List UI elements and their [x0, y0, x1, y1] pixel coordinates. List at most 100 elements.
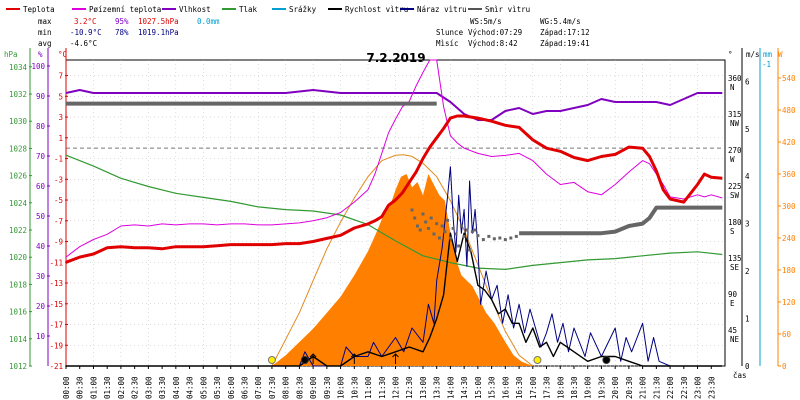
x-tick-label: 08:00: [282, 376, 291, 399]
axis-unit-ms: m/s: [746, 50, 760, 59]
hpa-tick-label: 1018: [9, 280, 28, 289]
axis-unit-w: W: [778, 50, 783, 59]
ms-tick-label: 4: [745, 172, 750, 181]
stats-block: max 3.2°C 95% 1027.5hPa 0.0mm min -10.9°…: [38, 17, 220, 48]
info-sun-set: Západ:17:12: [540, 28, 590, 37]
dir-cardinal-label: W: [730, 155, 735, 164]
x-tick-label: 20:00: [611, 376, 620, 399]
degc-tick-label: -5: [54, 196, 63, 205]
x-tick-label: 02:00: [117, 376, 126, 399]
stats-avg-temp: -4.6°C: [70, 39, 97, 48]
dir-cardinal-label: SE: [730, 263, 740, 272]
degc-tick-label: -9: [54, 238, 63, 247]
sun-marker: [533, 356, 542, 364]
wind-dir-point: [451, 226, 455, 230]
x-tick-label: 21:00: [639, 376, 648, 399]
solar-theoretical-line: [271, 154, 534, 367]
x-axis-label: čas: [733, 371, 747, 380]
sun-marker: [267, 356, 276, 364]
hpa-tick-label: 1016: [9, 308, 28, 317]
x-tick-label: 01:00: [89, 376, 98, 399]
degc-tick-label: 5: [58, 92, 63, 101]
dir-cardinal-label: E: [730, 299, 735, 308]
ms-tick-label: 0: [745, 362, 750, 371]
w-tick-label: 60: [782, 330, 792, 339]
wind-dir-point: [514, 234, 518, 238]
moon-marker: [300, 356, 309, 364]
w-tick-label: 240: [782, 234, 796, 243]
pct-tick-label: 70: [36, 152, 46, 161]
stats-min-temp: -10.9°C: [70, 28, 102, 37]
wind-dir-point: [437, 236, 441, 240]
x-tick-label: 06:30: [240, 376, 249, 399]
degc-tick-label: 7: [58, 72, 63, 81]
axis-unit-mm: mm: [763, 50, 773, 59]
wind-dir-point: [509, 236, 513, 240]
pct-tick-label: 100: [31, 62, 45, 71]
stats-max-press: 1027.5hPa: [138, 17, 179, 26]
hpa-tick-label: 1012: [9, 362, 27, 371]
info-block: WS:5m/s WG:5.4m/s Slunce Východ:07:29 Zá…: [436, 17, 590, 48]
x-tick-label: 09:30: [323, 376, 332, 399]
x-tick-label: 04:30: [186, 376, 195, 399]
chart-title: 7.2.2019: [366, 51, 425, 65]
legend: Teplota Pøízemní teplota Vlhkost Tlak Srážky…: [6, 5, 530, 14]
wind-arrow-icon: [392, 353, 399, 364]
dir-tick-label: 90: [728, 290, 738, 299]
wind-dir-point: [459, 224, 463, 228]
stats-avg-label: avg: [38, 39, 52, 48]
info-moon-rise: Východ:8:42: [468, 39, 518, 48]
x-tick-label: 05:00: [199, 376, 208, 399]
solar-area: [271, 174, 533, 366]
stats-min-label: min: [38, 28, 52, 37]
ms-tick-label: 3: [745, 220, 750, 229]
info-moon-label: Mìsíc: [436, 39, 459, 48]
x-tick-label: 16:30: [515, 376, 524, 399]
mm-tick-label: -1: [762, 60, 771, 69]
wind-dir-point: [446, 218, 450, 222]
degc-tick-label: -15: [49, 300, 63, 309]
x-tick-label: 15:30: [488, 376, 497, 399]
ms-tick-label: 5: [745, 125, 750, 134]
stats-max-hum: 95%: [115, 17, 129, 26]
w-tick-label: 180: [782, 266, 796, 275]
wind-dir-point: [487, 234, 491, 238]
x-tick-label: 06:00: [227, 376, 236, 399]
x-tick-label: 07:00: [254, 376, 263, 399]
wind-dir-point: [468, 248, 472, 252]
dir-tick-label: 45: [728, 326, 737, 335]
wind-dir-point: [418, 228, 422, 232]
ground-temp-line: [65, 59, 723, 258]
wind-dir-point: [448, 236, 452, 240]
x-tick-label: 14:00: [446, 376, 455, 399]
hpa-tick-label: 1028: [9, 144, 28, 153]
wind-dir-point: [435, 222, 439, 226]
x-tick-label: 09:00: [309, 376, 318, 399]
x-tick-label: 17:00: [529, 376, 538, 399]
pct-tick-label: 50: [36, 212, 46, 221]
info-wg: WG:5.4m/s: [540, 17, 581, 26]
ms-tick-label: 1: [745, 315, 750, 324]
wind-dir-point: [426, 226, 430, 230]
legend-label: Pøízemní teplota: [89, 5, 161, 14]
degc-tick-label: -7: [54, 217, 63, 226]
wind-dir-point: [440, 224, 444, 228]
wind-arrow-icon: [309, 353, 317, 364]
wind-dir-point: [424, 220, 428, 224]
info-ws: WS:5m/s: [470, 17, 502, 26]
dir-cardinal-label: SW: [730, 191, 740, 200]
x-tick-label: 08:30: [295, 376, 304, 399]
w-tick-label: 360: [782, 170, 796, 179]
stats-max-label: max: [38, 17, 52, 26]
wind-dir-point: [465, 228, 469, 232]
x-tick-label: 22:00: [666, 376, 675, 399]
stats-max-rain: 0.0mm: [197, 17, 220, 26]
x-tick-label: 12:00: [392, 376, 401, 399]
x-tick-label: 04:00: [172, 376, 181, 399]
hpa-tick-label: 1034: [9, 63, 28, 72]
hpa-tick-label: 1024: [9, 199, 28, 208]
axis-unit-hpa: hPa: [4, 50, 18, 59]
degc-tick-label: -19: [49, 341, 63, 350]
axis-unit-degc: °C: [58, 50, 67, 59]
